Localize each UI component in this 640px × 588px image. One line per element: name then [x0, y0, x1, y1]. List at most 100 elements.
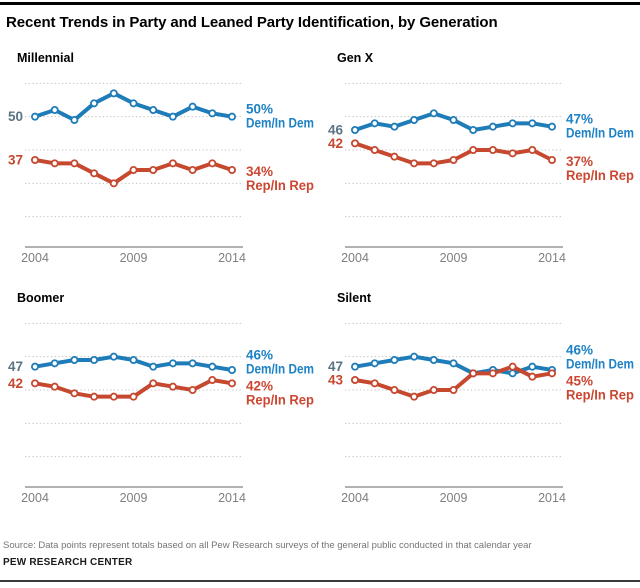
data-point [350, 139, 359, 148]
top-rule [0, 2, 640, 5]
data-point [528, 372, 537, 381]
data-point [149, 165, 158, 174]
data-point [390, 356, 399, 365]
data-point [227, 112, 236, 121]
data-point [30, 362, 39, 371]
bottom-rule [0, 580, 640, 582]
panel-title-genx: Gen X [337, 51, 374, 65]
series-start-label: 47 [328, 359, 343, 374]
x-tick-label: 2004 [21, 251, 49, 265]
data-point [30, 112, 39, 121]
source-note: Source: Data points represent totals bas… [3, 540, 532, 551]
data-point [129, 165, 138, 174]
data-point [188, 385, 197, 394]
series-start-label: 50 [8, 109, 23, 124]
data-point [109, 89, 118, 98]
data-point [188, 359, 197, 368]
data-point [429, 385, 438, 394]
data-point [129, 99, 138, 108]
data-point [547, 369, 556, 378]
data-point [227, 165, 236, 174]
data-point [70, 116, 79, 125]
data-point [547, 122, 556, 131]
series-start-label: 42 [328, 136, 343, 151]
data-point [208, 375, 217, 384]
data-point [168, 159, 177, 168]
data-point [528, 119, 537, 128]
x-tick-label: 2004 [21, 491, 49, 505]
data-point [508, 369, 517, 378]
x-tick-label: 2014 [538, 491, 566, 505]
data-point [429, 159, 438, 168]
chart-panel-boomer: Boomer 2004 2009 2014 47 42 46% Dem/In Dem 42% R… [0, 280, 320, 520]
series-end-label: Dem/In Dem [566, 357, 634, 372]
data-point [208, 362, 217, 371]
data-point [208, 159, 217, 168]
data-point [488, 145, 497, 154]
series-start-label: 47 [8, 359, 23, 374]
data-point [390, 152, 399, 161]
x-tick-label: 2004 [341, 251, 369, 265]
data-point [449, 116, 458, 125]
data-point [528, 145, 537, 154]
series-end-label: 37% [566, 154, 593, 169]
series-start-label: 42 [8, 376, 23, 391]
data-point [508, 362, 517, 371]
series-end-label: 50% [246, 102, 273, 117]
data-point [70, 159, 79, 168]
data-point [488, 369, 497, 378]
millennial-line-chart: 2004 2009 2014 50 37 50%Dem/In Dem 34%Rep/In R… [8, 82, 314, 265]
series-end-label: Rep/In Rep [566, 168, 634, 183]
branding-label: PEW RESEARCH CENTER [3, 557, 133, 568]
x-tick-label: 2009 [440, 251, 468, 265]
series-end-label: Rep/In Rep [246, 393, 314, 408]
data-point [188, 102, 197, 111]
data-point [469, 369, 478, 378]
data-point [370, 379, 379, 388]
series-end-label: 45% [566, 374, 593, 389]
boomer-line-chart: 2004 2009 2014 47 42 46%Dem/In Dem 42%Rep/In R… [8, 322, 314, 505]
data-point [370, 145, 379, 154]
data-point [129, 356, 138, 365]
data-point [370, 359, 379, 368]
data-point [350, 362, 359, 371]
data-point [449, 155, 458, 164]
data-point [469, 125, 478, 134]
series-end-label: Dem/In Dem [246, 362, 314, 377]
data-point [429, 109, 438, 118]
data-point [488, 122, 497, 131]
data-point [410, 116, 419, 125]
data-point [50, 382, 59, 391]
data-point [90, 356, 99, 365]
data-point [109, 392, 118, 401]
series-start-label: 43 [328, 372, 344, 387]
x-tick-label: 2014 [538, 251, 566, 265]
data-point [410, 392, 419, 401]
data-point [469, 145, 478, 154]
series-end-label: 34% [246, 164, 273, 179]
chart-panel-silent: Silent 2004 2009 2014 47 43 46% Dem/In Dem 45% R… [320, 280, 640, 520]
data-point [70, 356, 79, 365]
data-point [149, 362, 158, 371]
data-point [227, 379, 236, 388]
x-tick-label: 2004 [341, 491, 369, 505]
series-end-label: Dem/In Dem [246, 116, 314, 131]
data-point [149, 379, 158, 388]
x-tick-label: 2009 [120, 491, 148, 505]
series-end-label: Rep/In Rep [566, 388, 634, 403]
data-point [30, 379, 39, 388]
x-tick-label: 2009 [120, 251, 148, 265]
data-point [30, 155, 39, 164]
data-point [350, 125, 359, 134]
data-point [168, 112, 177, 121]
data-point [370, 119, 379, 128]
data-point [129, 392, 138, 401]
x-tick-label: 2014 [218, 251, 246, 265]
data-point [168, 359, 177, 368]
x-tick-label: 2009 [440, 491, 468, 505]
chart-panel-genx: Gen X 2004 2009 2014 46 42 47% Dem/In Dem 37% Re… [320, 40, 640, 280]
x-tick-label: 2014 [218, 491, 246, 505]
